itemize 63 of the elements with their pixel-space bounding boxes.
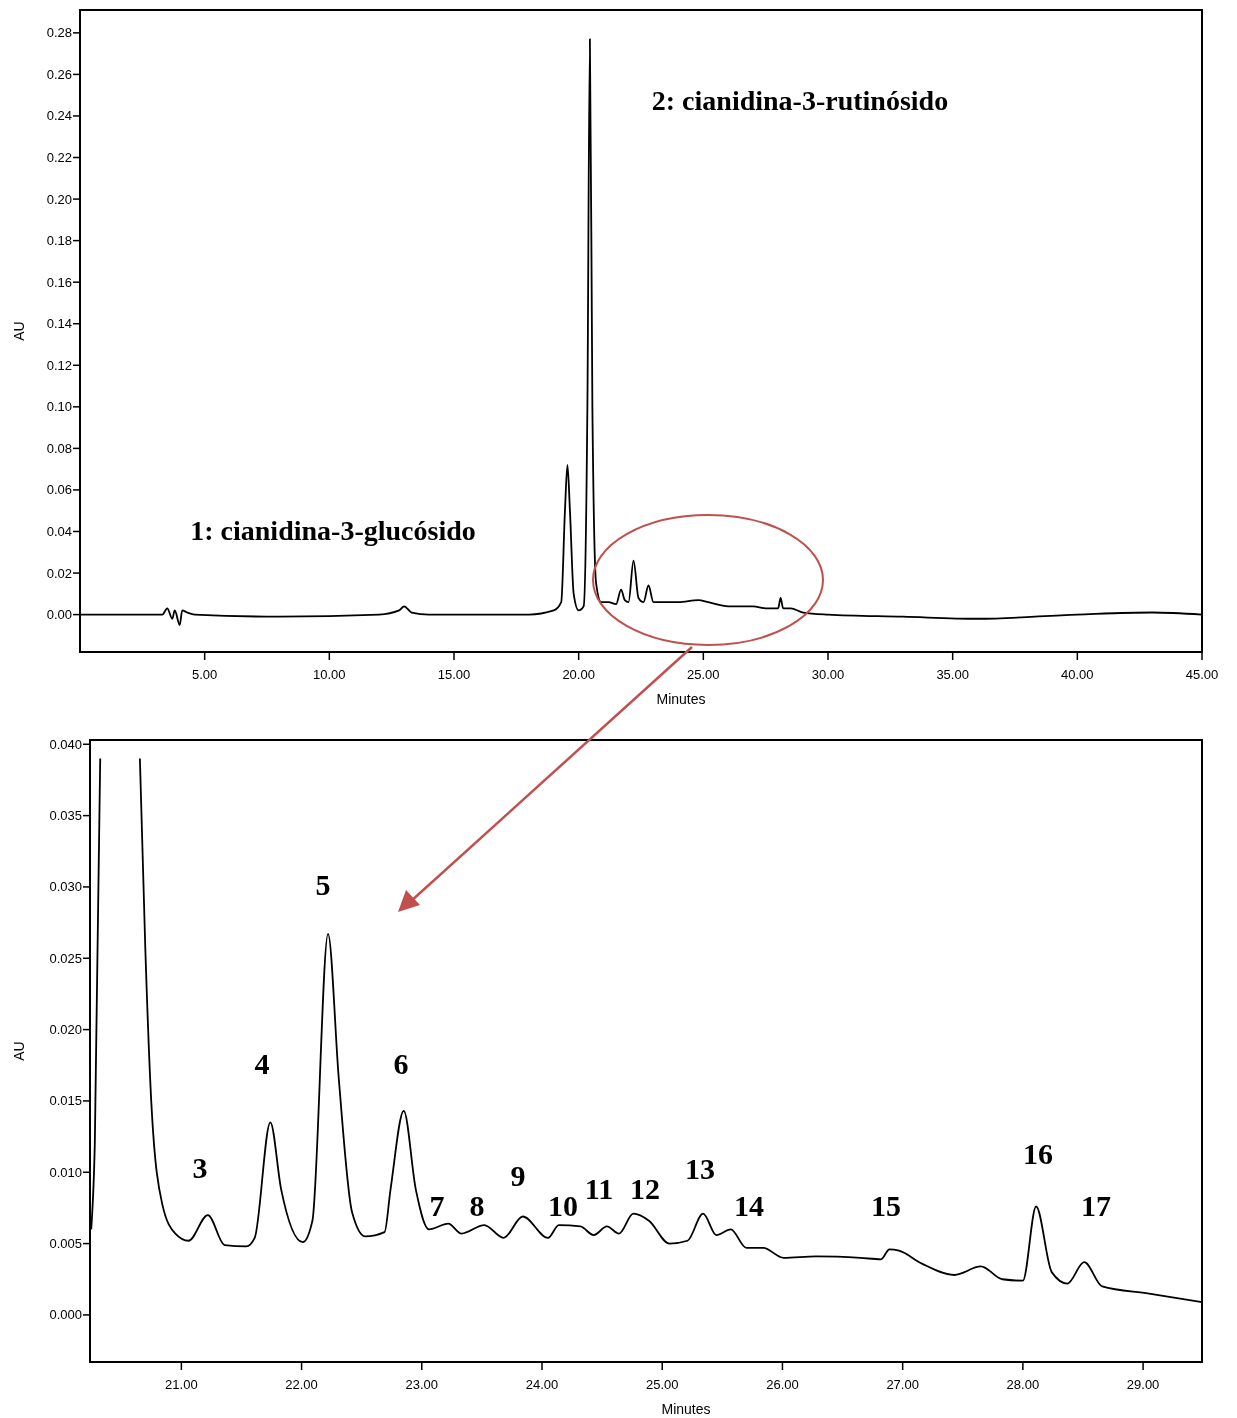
y-tick-label: 0.035 [49, 808, 82, 824]
y-tick-label: 0.015 [49, 1093, 82, 1109]
y-tick-label: 0.030 [49, 879, 82, 895]
y-tick-label: 0.24 [46, 108, 72, 124]
y-tick-label: 0.040 [49, 736, 82, 752]
y-tick-label: 0.20 [46, 191, 72, 207]
x-tick-label: 21.00 [165, 1377, 198, 1392]
annotation: 8 [469, 1188, 485, 1222]
y-tick-label: 0.005 [49, 1236, 82, 1252]
annotation: 10 [548, 1188, 578, 1222]
annotation: 17 [1081, 1188, 1111, 1222]
x-tick-label: 25.00 [687, 667, 720, 682]
x-tick-label: 35.00 [936, 667, 969, 682]
annotation: 1: cianidina-3-glucósido [190, 514, 476, 546]
annotation: 16 [1023, 1136, 1053, 1170]
x-tick-label: 30.00 [811, 667, 845, 682]
x-tick-label: 27.00 [886, 1377, 919, 1392]
y-tick-label: 0.28 [46, 25, 72, 41]
y-tick-label: 0.00 [46, 607, 72, 623]
y-tick-label: 0.025 [49, 950, 82, 966]
x-tick-label: 22.00 [285, 1377, 318, 1392]
y-tick-label: 0.16 [46, 274, 72, 290]
y-tick-label: 0.04 [46, 524, 72, 539]
x-tick-label: 26.00 [766, 1377, 799, 1392]
y-tick-label: 0.08 [46, 440, 72, 456]
y-tick-label: 0.000 [49, 1307, 82, 1323]
annotation: 12 [630, 1171, 660, 1205]
y-tick-label: 0.10 [46, 399, 72, 415]
y-tick-label: 0.010 [49, 1164, 82, 1180]
x-tick-label: 15.00 [437, 667, 471, 682]
x-tick-label: 40.00 [1061, 667, 1094, 682]
x-tick-label: 24.00 [525, 1377, 559, 1392]
x-tick-label: 5.00 [192, 667, 218, 682]
y-tick-label: 0.26 [46, 66, 72, 82]
x-tick-label: 45.00 [1185, 667, 1219, 682]
x-tick-label: 23.00 [405, 1377, 439, 1392]
y-tick-label: 0.06 [46, 482, 72, 498]
annotation: 4 [254, 1046, 270, 1080]
x-tick-label: 10.00 [313, 667, 346, 682]
annotation: 13 [685, 1151, 715, 1185]
x-axis-title: Minutes [656, 691, 706, 707]
annotation: 14 [734, 1188, 764, 1222]
x-tick-label: 28.00 [1006, 1377, 1040, 1392]
y-axis-title: AU [11, 1041, 27, 1061]
x-tick-label: 25.00 [645, 1377, 679, 1392]
annotation: 5 [315, 867, 331, 901]
y-tick-label: 0.02 [46, 565, 72, 581]
x-tick-label: 20.00 [562, 667, 595, 682]
y-tick-label: 0.020 [49, 1022, 82, 1038]
y-tick-label: 0.18 [46, 233, 72, 249]
y-tick-label: 0.22 [46, 150, 72, 166]
annotation: 7 [429, 1188, 445, 1222]
y-tick-label: 0.14 [46, 316, 72, 332]
annotation: 11 [584, 1171, 614, 1205]
annotation: 6 [393, 1046, 409, 1080]
x-tick-label: 29.00 [1126, 1377, 1160, 1392]
x-axis-title: Minutes [661, 1401, 711, 1417]
annotation: 3 [192, 1150, 208, 1184]
annotation: 15 [871, 1188, 901, 1222]
y-axis-title: AU [11, 321, 27, 341]
annotation: 2: cianidina-3-rutinósido [651, 84, 949, 116]
y-tick-label: 0.12 [46, 357, 72, 373]
annotation: 9 [510, 1158, 526, 1192]
